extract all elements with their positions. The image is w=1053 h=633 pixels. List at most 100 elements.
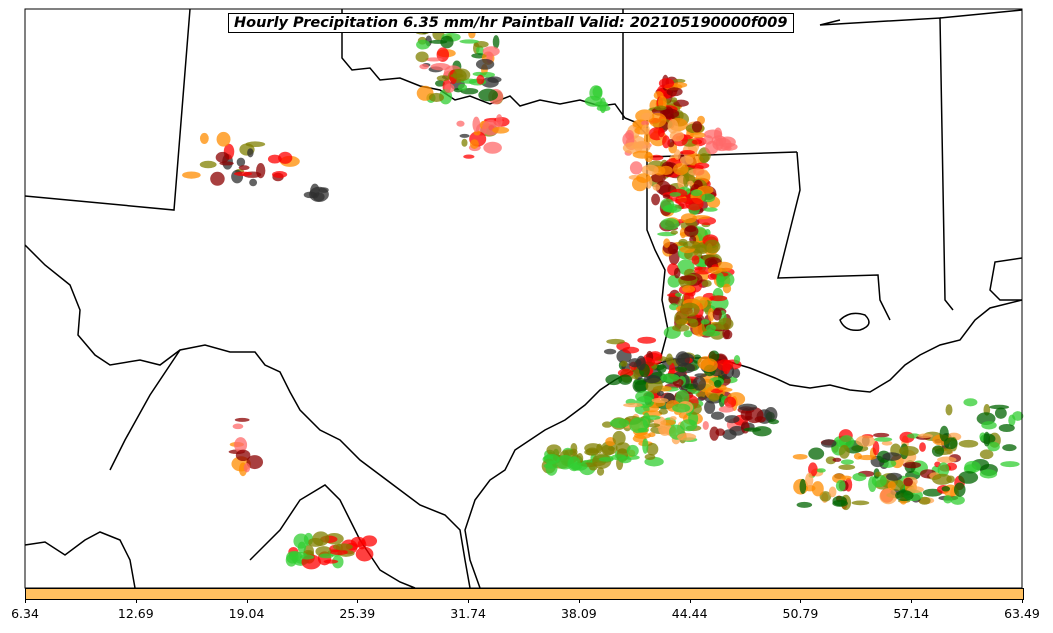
precip-blob (679, 155, 694, 165)
precip-blob (233, 171, 253, 176)
precip-blob (662, 135, 671, 149)
precip-blob (683, 173, 690, 188)
precip-blob (249, 178, 258, 187)
colorbar-tick (468, 599, 470, 603)
precip-blob (667, 119, 679, 134)
precip-blob (895, 490, 914, 502)
colorbar-tick-label: 38.09 (560, 606, 597, 621)
precip-blob (546, 444, 562, 456)
precip-blob (585, 447, 599, 456)
precip-blob (330, 549, 348, 556)
precip-blob (658, 408, 668, 415)
map-frame (24, 8, 1023, 589)
precip-blob (642, 412, 651, 429)
precip-blob (821, 439, 837, 448)
precip-blob (819, 491, 832, 502)
precip-blob (672, 324, 690, 332)
precip-blob (444, 83, 455, 93)
precip-blob (672, 82, 688, 88)
precip-blob (657, 95, 667, 109)
precip-blob (236, 157, 246, 167)
precip-blob (838, 464, 856, 470)
precip-blob (255, 163, 266, 179)
precip-blob (215, 151, 230, 163)
colorbar-tick (1022, 599, 1023, 603)
precip-blob (987, 441, 1000, 452)
precip-blob (278, 151, 293, 164)
precip-blob (816, 468, 826, 473)
precip-blob (805, 472, 814, 488)
precip-blob (917, 433, 933, 439)
map-title: Hourly Precipitation 6.35 mm/hr Paintbal… (228, 13, 794, 33)
precip-blob (584, 95, 603, 107)
precip-blob (641, 124, 650, 135)
colorbar-tick (689, 599, 691, 603)
precip-blob (232, 423, 244, 430)
precip-blob (689, 132, 706, 139)
precip-blob (898, 446, 919, 456)
precip-blob (979, 469, 998, 479)
precip-blob (702, 330, 721, 337)
precip-blob (705, 324, 716, 333)
precip-blob (666, 87, 683, 97)
precip-blob (312, 531, 330, 546)
colorbar (25, 588, 1024, 600)
precip-blob (355, 546, 374, 562)
precip-blob (941, 486, 951, 492)
precip-blob (544, 454, 560, 465)
precip-blob (673, 267, 681, 279)
precip-blob (839, 435, 855, 449)
precip-blob (688, 168, 708, 177)
precip-blob (882, 452, 902, 461)
precip-blob (434, 80, 445, 87)
precip-blob (691, 121, 703, 133)
precip-blob (641, 120, 649, 126)
precip-blob (703, 239, 721, 254)
precip-blob (656, 364, 667, 374)
precip-blob (668, 362, 676, 377)
colorbar-tick (246, 599, 248, 603)
precip-blob (680, 150, 695, 155)
precip-blob (825, 456, 836, 465)
precip-blob (674, 197, 693, 205)
precip-blob (472, 116, 481, 132)
precip-blob (694, 373, 707, 378)
precip-blob (919, 442, 926, 452)
colorbar-tick-label: 50.79 (782, 606, 819, 621)
precip-blob (963, 398, 978, 407)
precip-blob (461, 138, 468, 147)
precip-blob (182, 171, 201, 179)
precip-blob (669, 192, 682, 197)
precip-blob (632, 375, 639, 380)
precip-blob (634, 380, 649, 392)
precip-blob (609, 418, 630, 428)
precip-blob (874, 471, 882, 477)
precip-blob (620, 360, 628, 367)
precip-blob (641, 164, 659, 176)
precip-blob (660, 198, 675, 211)
precip-blob (606, 338, 625, 345)
precip-blob (939, 425, 949, 442)
precip-blob (958, 439, 979, 448)
colorbar-tick-label: 19.04 (228, 606, 265, 621)
precip-blob (907, 486, 924, 493)
precip-blob (476, 45, 484, 56)
precip-blob (596, 443, 603, 454)
precip-blob (662, 194, 671, 199)
precip-blob (658, 165, 673, 176)
precip-blob (629, 161, 643, 175)
precip-blob (796, 501, 813, 508)
precip-blob (456, 120, 465, 127)
precip-blob (293, 533, 309, 549)
precip-blob (199, 132, 209, 144)
precip-blob (299, 554, 315, 560)
precip-blob (463, 154, 475, 159)
precip-blob (415, 51, 429, 63)
precip-blob (323, 559, 339, 564)
precip-blob (716, 359, 734, 371)
precip-blob (605, 374, 623, 386)
precip-blob (667, 243, 679, 255)
precip-blob (618, 374, 633, 385)
precip-blob (622, 346, 640, 354)
precip-blob (953, 482, 966, 497)
